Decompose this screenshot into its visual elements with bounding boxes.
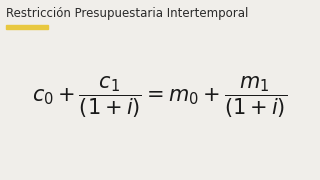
- Text: Restricción Presupuestaria Intertemporal: Restricción Presupuestaria Intertemporal: [6, 7, 249, 20]
- FancyBboxPatch shape: [6, 25, 48, 29]
- Text: $c_0 + \dfrac{c_1}{(1 + i)} = m_0 + \dfrac{m_1}{(1 + i)}$: $c_0 + \dfrac{c_1}{(1 + i)} = m_0 + \dfr…: [32, 75, 288, 120]
